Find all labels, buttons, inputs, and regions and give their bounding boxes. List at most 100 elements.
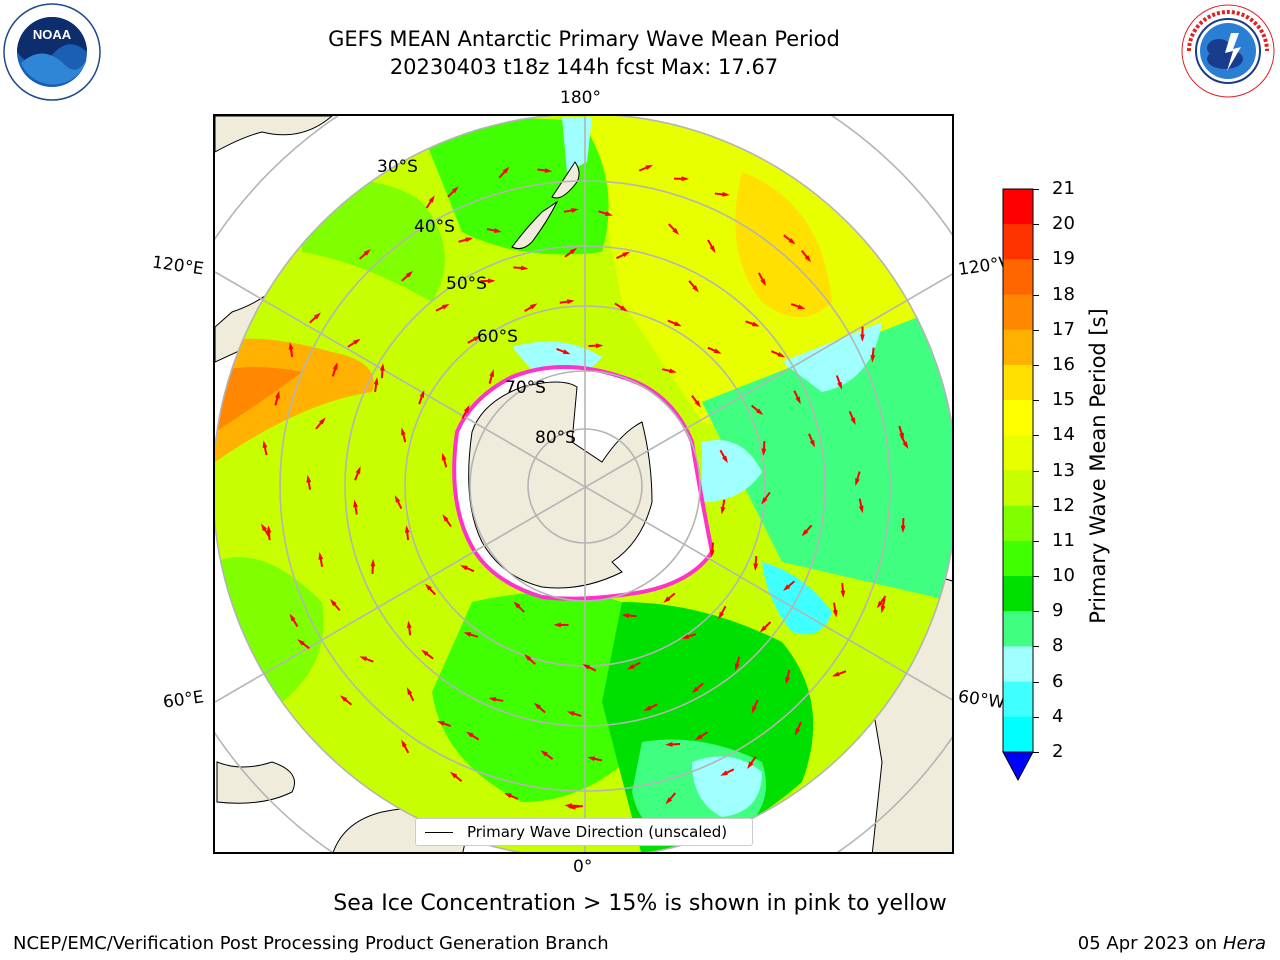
colorbar-tick-label: 6 [1052,670,1064,692]
wave-arrow-head [747,761,754,769]
wave-arrow-head [529,303,538,310]
wave-arrow-head [734,663,740,672]
wave-arrow-head [797,304,806,310]
colorbar-tick-label: 18 [1052,283,1075,305]
colorbar-tick-label: 19 [1052,248,1075,270]
lat-label-70s: 70°S [505,378,546,398]
wave-arrow-head [605,211,613,216]
colorbar-band [1003,329,1033,366]
colorbar-tick-label: 11 [1052,529,1075,551]
colorbar-tick-mark [1033,435,1039,437]
wave-arrow-head [709,245,716,254]
wave-arrow-head [722,191,730,197]
wave-arrow-head [275,390,280,399]
chart-title: GEFS MEAN Antarctic Primary Wave Mean Pe… [328,27,840,51]
colorbar-band [1003,259,1033,296]
footer-date: 05 Apr 2023 on Hera [1078,933,1266,954]
wave-arrow-head [709,549,715,558]
wave-arrow-head [289,613,296,622]
wave-direction-arrows [260,164,909,810]
wave-arrow-head [761,448,767,457]
wave-arrow-head [463,405,470,413]
wave-arrow-head [858,505,864,514]
wave-arrow-head [794,728,801,736]
latitude-labels: 30°S 40°S 50°S 60°S 70°S 80°S [377,157,576,448]
wave-arrow-head [832,609,838,618]
colorbar-tick-mark [1033,294,1039,296]
wave-arrow-head [297,639,305,646]
wave-arrow-head [645,164,654,170]
wave-arrow-head [753,563,759,572]
footer-host: Hera [1222,933,1266,954]
wave-arrow-head [621,613,630,618]
wave-arrow-head [436,721,445,726]
colorbar-band [1003,681,1033,718]
colorbar-tick-mark [1033,646,1039,648]
wave-arrow-head [566,299,575,305]
lon-label-120e: 120°E [150,252,205,280]
lat-label-40s: 40°S [414,217,455,237]
wave-arrow-head [419,390,425,398]
wave-arrow-head [850,417,856,426]
map-area: 30°S 40°S 50°S 60°S 70°S 80°S [213,114,954,854]
wave-arrow-head [795,396,801,405]
wave-arrow-head [466,731,474,738]
wave-arrow-head [720,506,726,515]
wave-arrow-head [694,400,701,408]
colorbar-tick-mark [1033,505,1039,507]
wave-arrow-head [553,622,561,628]
wave-arrow-head [260,523,267,532]
wave-arrow-head [488,697,497,702]
lat-label-80s: 80°S [535,428,576,448]
colorbar-band [1003,540,1033,577]
colorbar-tick-mark [1033,224,1039,226]
wave-arrow-head [870,355,876,363]
wave-arrow-head [406,620,412,629]
wave-arrow-head [394,495,401,503]
wave-arrow-head [355,466,361,475]
wave-arrow-head [691,686,699,694]
wave-arrow-head [513,601,521,609]
wave-arrow-head [571,208,579,213]
wave-arrow-head [318,552,324,560]
wave-arrow-head [262,440,268,449]
wave-arrow-head [504,793,512,799]
sea-ice-note: Sea Ice Concentration > 15% is shown in … [333,891,947,916]
wave-arrow-head [489,369,494,377]
wave-arrow-head [266,525,272,533]
wave-arrow-head [332,362,338,370]
wave-arrow-head [401,739,407,748]
wave-arrow-head [421,649,429,657]
wave-arrow-head [567,804,576,810]
wave-arrow-head [587,756,596,762]
colorbar-tick-mark [1033,716,1039,718]
colorbar-tick-label: 4 [1052,705,1064,727]
wave-arrow-head [313,312,321,320]
lon-label-180: 180° [560,88,601,108]
colorbar-tick-mark [1033,681,1039,683]
colorbar-band [1003,294,1033,331]
lon-label-60w: 60°W [956,686,1007,714]
wave-arrow-head [681,634,690,639]
wave-arrow-head [406,687,413,695]
wave-arrow-head [669,368,677,374]
wave-arrow-head [860,334,865,342]
colorbar-label: Primary Wave Mean Period [s] [1086,308,1110,624]
wave-arrow-head [404,525,410,533]
wave-arrow-head [330,598,337,607]
wave-arrow-head [373,377,379,385]
wave-arrow-head [502,166,510,174]
wave-arrow-head [761,497,768,505]
wave-arrow-head [720,770,728,776]
wave-arrow-head [353,338,361,345]
wave-arrow-head [855,478,860,486]
wave-arrow-head [788,237,796,245]
wave-arrow-head [900,525,906,534]
wave-arrow-head [540,750,548,757]
colorbar-tick-mark [1033,611,1039,613]
wave-arrow-head [451,186,459,194]
legend-line-swatch [425,832,453,833]
wave-arrow-head [363,248,371,256]
lat-label-50s: 50°S [446,274,487,294]
colorbar-band [1003,576,1033,612]
